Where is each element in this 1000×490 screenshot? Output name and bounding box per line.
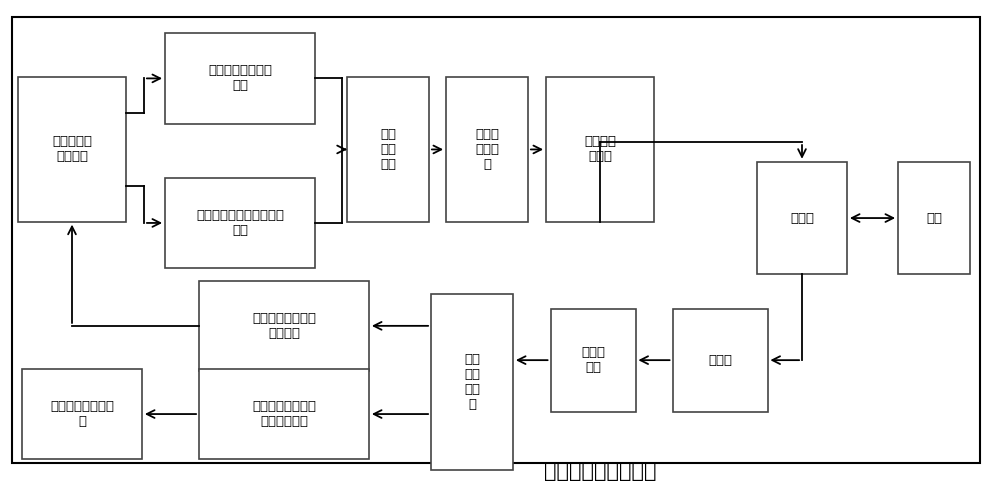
Text: 射频一致性测量模
块: 射频一致性测量模 块: [50, 400, 114, 428]
Bar: [431, 294, 513, 470]
Text: 其它业务和控制信道调制
模块: 其它业务和控制信道调制 模块: [196, 209, 284, 237]
Text: 频率校正信道调制
模块: 频率校正信道调制 模块: [208, 64, 272, 93]
Text: 逻辑信道信
息发生器: 逻辑信道信 息发生器: [52, 135, 92, 164]
Bar: [18, 77, 126, 221]
Text: 信道
复用
模块: 信道 复用 模块: [380, 128, 396, 171]
Text: 信道
解复
用模
块: 信道 解复 用模 块: [464, 353, 480, 411]
Text: 射频一致性测试系统: 射频一致性测试系统: [544, 462, 656, 481]
Text: 射频上
变频模
块: 射频上 变频模 块: [475, 128, 499, 171]
Text: 终端: 终端: [926, 212, 942, 224]
Bar: [672, 309, 768, 412]
Bar: [757, 162, 847, 274]
Bar: [165, 178, 315, 269]
Bar: [199, 280, 369, 371]
Bar: [22, 369, 142, 460]
Text: 射频下
变频: 射频下 变频: [581, 346, 605, 374]
Bar: [199, 369, 369, 460]
Bar: [165, 33, 315, 124]
Bar: [898, 162, 970, 274]
Text: 终端业务数据信道
信息采集模块: 终端业务数据信道 信息采集模块: [252, 400, 316, 428]
Bar: [446, 77, 528, 221]
Text: 衰减器: 衰减器: [708, 354, 732, 367]
Bar: [546, 77, 654, 221]
Bar: [347, 77, 429, 221]
Text: 双工器: 双工器: [790, 212, 814, 224]
Text: 终端随机接入信道
解调模块: 终端随机接入信道 解调模块: [252, 312, 316, 340]
Bar: [550, 309, 636, 412]
Text: 星地信道
模拟器: 星地信道 模拟器: [584, 135, 616, 164]
